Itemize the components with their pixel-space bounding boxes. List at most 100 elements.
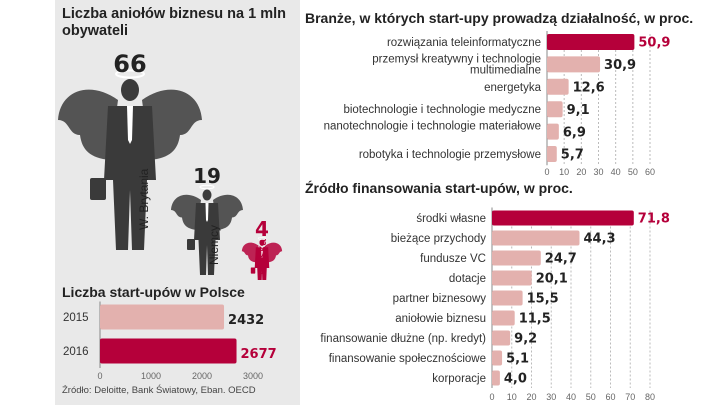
category-label: bieżące przychody	[391, 233, 486, 245]
head-icon	[121, 79, 139, 101]
value-label: 12,6	[573, 80, 605, 95]
category-label: aniołowie biznesu	[395, 313, 486, 325]
tick-label: 30	[546, 392, 556, 402]
angel-count: 66	[113, 50, 146, 78]
tick-label: 0	[97, 371, 102, 381]
category-label: rozwiązania teleinformatyczne	[387, 37, 541, 49]
category-label: korporacje	[432, 373, 486, 385]
category-label: finansowanie dłużne (np. kredyt)	[320, 333, 486, 345]
angels-title: Liczba aniołów biznesu na 1 mln obywatel…	[62, 6, 286, 39]
bar	[547, 78, 569, 95]
tick-label: 50	[586, 392, 596, 402]
startups-title: Liczba start-upów w Polsce	[62, 284, 245, 300]
category-label: środki własne	[416, 213, 486, 225]
value-label: 2432	[228, 313, 264, 328]
value-label: 44,3	[583, 232, 615, 247]
value-label: 2677	[241, 347, 277, 362]
category-label: robotyka i technologie przemysłowe	[359, 149, 541, 161]
halo-icon	[257, 237, 267, 240]
tick-label: 0	[544, 167, 549, 177]
briefcase-icon	[187, 239, 195, 250]
tick-label: 50	[628, 167, 638, 177]
value-label: 50,9	[638, 36, 670, 51]
head-icon	[202, 189, 212, 201]
wing-icon	[265, 242, 283, 263]
halo-icon	[199, 184, 215, 190]
tick-label: 0	[489, 392, 494, 402]
tick-label: 40	[611, 167, 621, 177]
angel-uk	[58, 69, 202, 250]
bar	[547, 56, 601, 73]
category-label: energetyka	[484, 82, 542, 94]
tie-icon	[205, 203, 209, 222]
category-label: fundusze VC	[420, 253, 486, 265]
tick-label: 2000	[192, 371, 212, 381]
bar	[492, 250, 541, 266]
tick-label: 70	[625, 392, 635, 402]
bar	[547, 34, 635, 50]
bar	[492, 270, 532, 286]
body-icon	[104, 106, 156, 250]
body-icon	[254, 247, 270, 280]
bar	[492, 210, 634, 226]
bar	[547, 101, 563, 118]
category-label: biotechnologie i technologie medyczne	[343, 104, 541, 116]
value-label: 20,1	[536, 272, 568, 287]
category-label: finansowanie społecznościowe	[329, 353, 486, 365]
value-label: 30,9	[604, 58, 636, 73]
bar	[100, 338, 237, 364]
value-label: 9,2	[514, 332, 537, 347]
tick-label: 20	[526, 392, 536, 402]
country-label: Niemcy	[207, 225, 221, 265]
wing-icon	[58, 89, 118, 160]
industries-title: Branże, w których start-upy prowadzą dzi…	[305, 10, 694, 26]
bar	[492, 370, 500, 386]
category-label: dotacje	[449, 273, 486, 285]
source-note: Źródło: Deloitte, Bank Światowy, Eban. O…	[62, 385, 256, 396]
category-label: nanotechnologie i technologie materiałow…	[324, 121, 541, 133]
category-label: przemysł kreatywny i technologie	[372, 53, 541, 65]
value-label: 5,7	[561, 148, 584, 163]
tie-icon	[261, 247, 263, 258]
value-label: 11,5	[519, 312, 551, 327]
bar	[492, 310, 515, 326]
value-label: 15,5	[527, 292, 559, 307]
bar	[492, 230, 580, 246]
value-label: 9,1	[567, 103, 590, 118]
tick-label: 3000	[243, 371, 263, 381]
tick-label: 10	[507, 392, 517, 402]
country-label: W. Brytania	[137, 168, 151, 230]
wing-icon	[171, 194, 201, 230]
value-label: 24,7	[545, 252, 577, 267]
wing-icon	[241, 242, 259, 263]
body-icon	[194, 203, 220, 275]
angel-count: 4	[255, 217, 269, 241]
bar	[100, 304, 225, 330]
briefcase-icon	[90, 178, 106, 200]
category-label: 2016	[63, 346, 89, 358]
tick-label: 20	[576, 167, 586, 177]
tick-label: 60	[645, 167, 655, 177]
tick-label: 80	[645, 392, 655, 402]
tie-icon	[127, 106, 133, 144]
category-label: partner biznesowy	[393, 293, 487, 305]
bar	[492, 290, 523, 306]
angel-pl	[241, 237, 283, 280]
bar	[547, 123, 559, 140]
bar	[492, 330, 511, 346]
bar	[547, 146, 557, 162]
tick-label: 60	[605, 392, 615, 402]
category-label: 2015	[63, 312, 89, 324]
briefcase-icon	[250, 267, 256, 274]
wing-icon	[213, 194, 243, 230]
funding-title: Źródło finansowania start-upów, w proc.	[305, 180, 573, 196]
tick-label: 30	[593, 167, 603, 177]
tick-label: 1000	[141, 371, 161, 381]
head-icon	[259, 239, 265, 246]
value-label: 6,9	[563, 125, 586, 140]
value-label: 71,8	[638, 212, 670, 227]
wing-icon	[142, 89, 202, 160]
category-label: multimedialne	[470, 64, 541, 76]
